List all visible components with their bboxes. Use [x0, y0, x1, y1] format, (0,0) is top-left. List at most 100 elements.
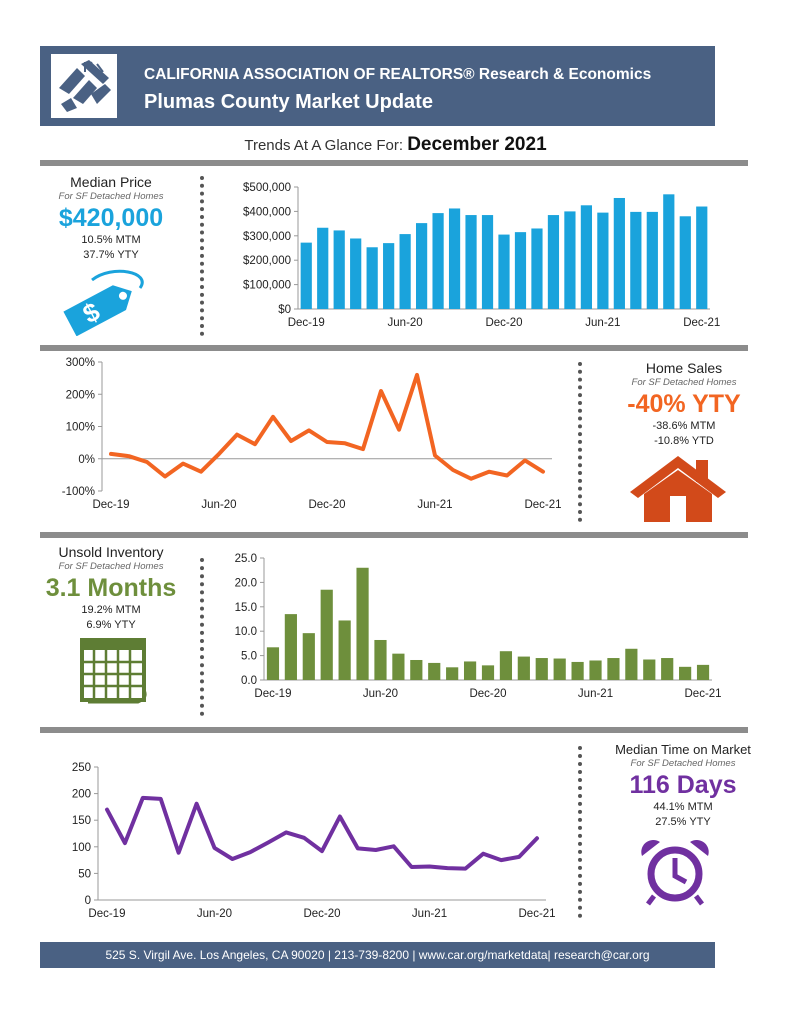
section-divider	[40, 160, 748, 166]
trends-label: Trends At A Glance For:	[244, 137, 404, 154]
alarm-clock-icon	[638, 838, 712, 911]
time-on-market-value: 116 Days	[629, 771, 737, 799]
bar	[415, 223, 428, 309]
x-tick-label: Dec-19	[88, 908, 125, 920]
x-tick-label: Dec-21	[524, 499, 561, 511]
y-tick-label: $200,000	[243, 255, 291, 267]
y-tick-label: 150	[72, 815, 91, 827]
inventory-chart: 0.0 5.0 10.0 15.0 20.0 25.0 Dec-19 Jun-20 Dec-20…	[235, 553, 722, 700]
x-tick-label: Jun-21	[412, 908, 447, 920]
y-tick-label: 0%	[78, 454, 95, 466]
x-tick-label: Dec-20	[303, 908, 340, 920]
y-tick-label: 50	[78, 868, 91, 880]
bar	[465, 215, 477, 309]
bar	[463, 661, 477, 680]
x-tick-label: Dec-21	[683, 317, 720, 329]
time-on-market-mtm: 44.1% MTM	[653, 801, 713, 813]
series-line	[109, 372, 545, 481]
bar	[432, 213, 444, 309]
bar	[333, 230, 345, 309]
x-tick-label: Dec-20	[485, 317, 522, 329]
dotted-divider	[578, 362, 582, 522]
median-price-mtm: 10.5% MTM	[81, 234, 141, 246]
bar	[392, 653, 405, 680]
y-tick-label: $0	[278, 304, 291, 316]
inventory-subtitle: For SF Detached Homes	[58, 561, 164, 572]
bar	[284, 614, 297, 680]
trends-period: December 2021	[407, 134, 547, 155]
time-on-market-title: Median Time on Market	[615, 742, 751, 757]
y-tick-label: $400,000	[243, 206, 291, 218]
y-tick-label: 100%	[66, 422, 95, 434]
dotted-divider	[578, 746, 582, 918]
bar	[643, 659, 656, 680]
dotted-divider	[200, 176, 204, 336]
time-on-market-yty: 27.5% YTY	[655, 816, 711, 828]
x-tick-label: Dec-20	[308, 499, 345, 511]
y-tick-label: 250	[72, 762, 91, 774]
y-tick-label: 20.0	[235, 577, 257, 589]
section-divider	[40, 727, 748, 733]
bar	[571, 661, 584, 680]
bar	[696, 664, 710, 680]
y-tick-label: 0.0	[241, 675, 257, 687]
time-on-market-panel: Median Time on Market For SF Detached Ho…	[598, 742, 768, 830]
y-tick-label: 0	[85, 895, 91, 907]
home-sales-mtm: -38.6% MTM	[652, 420, 716, 432]
bar	[613, 197, 625, 309]
x-tick-label: Jun-20	[201, 499, 236, 511]
bar	[547, 215, 560, 309]
y-tick-label: 10.0	[235, 626, 257, 638]
y-tick-label: 25.0	[235, 553, 257, 565]
y-tick-label: $300,000	[243, 231, 291, 243]
inventory-panel: Unsold Inventory For SF Detached Homes 3…	[36, 544, 186, 633]
bar	[350, 238, 362, 309]
bar	[663, 194, 675, 309]
home-sales-value: -40% YTY	[627, 390, 741, 418]
bar	[564, 211, 576, 309]
x-tick-label: Jun-20	[363, 688, 398, 700]
home-sales-chart: -100% 0% 100% 200% 300% Dec-19 Jun-20 Dec-20 Jun…	[62, 357, 562, 511]
x-tick-label: Jun-21	[578, 688, 613, 700]
bar	[399, 234, 411, 309]
org-name: CALIFORNIA ASSOCIATION OF REALTORS® Rese…	[144, 66, 652, 83]
time-on-market-chart: 0 50 100 150 200 250 Dec-19 Jun-20 Dec-20 Jun-21 D…	[72, 762, 556, 920]
calendar-icon	[80, 638, 152, 709]
home-sales-ytd: -10.8% YTD	[654, 435, 714, 447]
bar	[630, 211, 642, 309]
inventory-mtm: 19.2% MTM	[81, 604, 141, 616]
house-icon	[630, 452, 726, 529]
bar	[607, 658, 620, 680]
y-tick-label: 200%	[66, 389, 95, 401]
bar	[356, 567, 369, 680]
bar	[374, 639, 387, 680]
x-tick-label: Dec-20	[469, 688, 506, 700]
home-sales-subtitle: For SF Detached Homes	[631, 377, 737, 388]
bar	[481, 665, 495, 680]
car-logo-icon	[51, 54, 117, 118]
x-tick-label: Dec-19	[288, 317, 325, 329]
x-tick-label: Jun-20	[197, 908, 232, 920]
bar	[514, 232, 527, 309]
home-sales-title: Home Sales	[645, 360, 723, 376]
dotted-divider	[200, 558, 204, 716]
x-tick-label: Dec-19	[92, 499, 129, 511]
x-tick-label: Dec-19	[254, 688, 291, 700]
x-tick-label: Dec-21	[685, 688, 722, 700]
y-tick-label: $500,000	[243, 182, 291, 194]
median-price-chart: $0 $100,000 $200,000 $300,000 $400,000 $500,0…	[243, 182, 720, 329]
price-tag-icon: $	[52, 268, 152, 341]
bar	[661, 658, 674, 680]
footer-contact: 525 S. Virgil Ave. Los Angeles, CA 90020…	[40, 942, 715, 968]
x-tick-label: Jun-21	[585, 317, 620, 329]
header-banner: CALIFORNIA ASSOCIATION OF REALTORS® Rese…	[40, 46, 715, 126]
median-price-subtitle: For SF Detached Homes	[58, 191, 164, 202]
bar	[679, 216, 691, 309]
y-tick-label: 5.0	[241, 651, 257, 663]
x-tick-label: Dec-21	[519, 908, 556, 920]
bar	[646, 211, 658, 309]
bar	[383, 243, 395, 309]
y-tick-label: 15.0	[235, 602, 257, 614]
y-tick-label: -100%	[62, 486, 95, 498]
bar	[535, 658, 548, 680]
